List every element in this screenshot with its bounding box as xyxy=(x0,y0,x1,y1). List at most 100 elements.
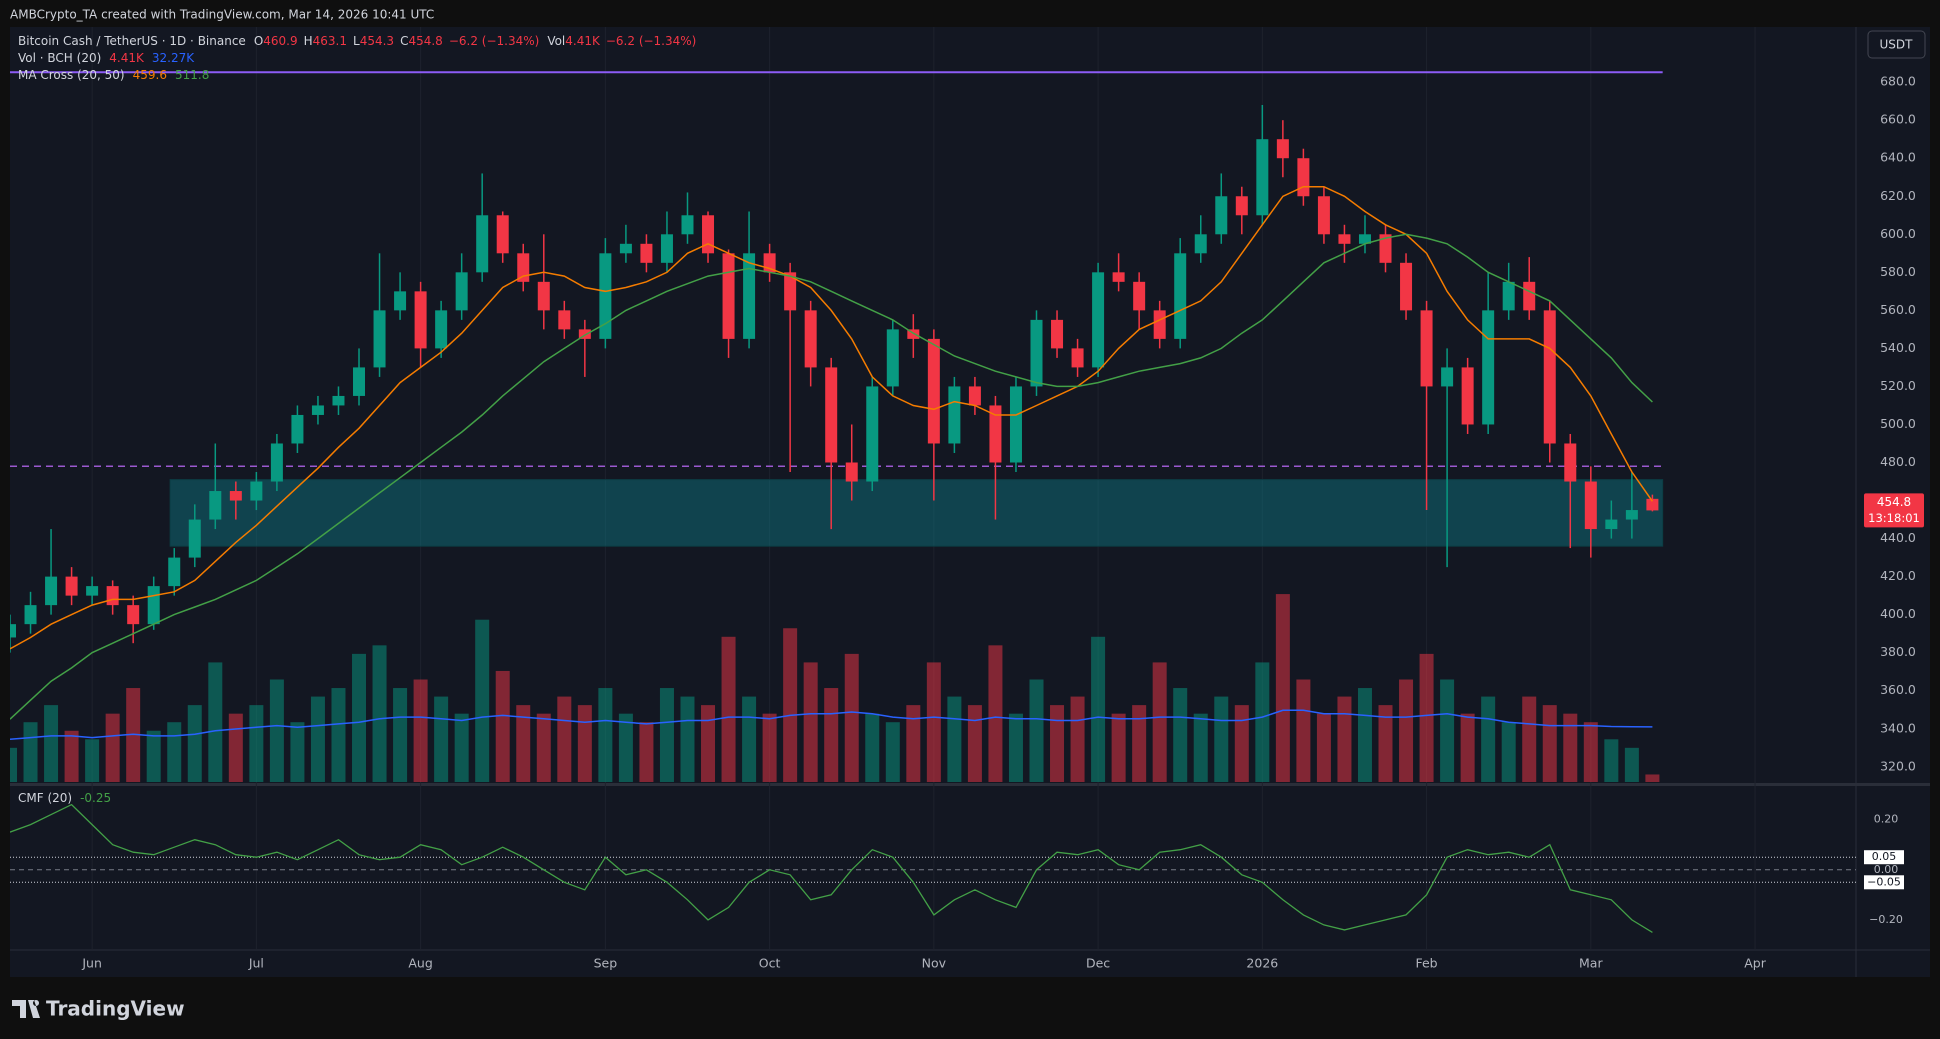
volume-bar xyxy=(475,619,490,782)
candle-body xyxy=(1523,281,1536,311)
y-tick-label: 480.0 xyxy=(1880,454,1916,469)
x-tick-label: Feb xyxy=(1415,956,1437,971)
candle-body xyxy=(1441,367,1454,387)
y-tick-label: 660.0 xyxy=(1880,112,1916,127)
candle-body xyxy=(1646,498,1659,511)
candle-body xyxy=(907,329,920,339)
zone xyxy=(169,479,1664,547)
volume-bar xyxy=(105,713,120,782)
volume-bar xyxy=(1255,662,1270,782)
legend-line: Vol · BCH (20) 4.41K 32.27K xyxy=(18,51,195,65)
candle-body xyxy=(845,462,858,482)
volume-bar xyxy=(516,705,531,782)
legend-item: Vol · BCH (20) xyxy=(18,51,101,65)
currency-box[interactable] xyxy=(1867,30,1926,59)
volume-bar xyxy=(228,713,243,782)
volume-bar xyxy=(1419,653,1434,782)
candle-body xyxy=(1420,310,1433,387)
y-tick-label: 360.0 xyxy=(1880,682,1916,697)
legend-item: 454.8 xyxy=(408,34,442,48)
price-tag-value: 454.8 xyxy=(1877,495,1911,509)
volume-bar xyxy=(1008,713,1023,782)
volume-bar xyxy=(967,705,982,782)
y-tick-label: 400.0 xyxy=(1880,606,1916,621)
candle-body xyxy=(1338,234,1351,244)
candle-body xyxy=(45,576,58,606)
y-tick-label: 340.0 xyxy=(1880,720,1916,735)
volume-bar xyxy=(865,713,880,782)
volume-bar xyxy=(1378,705,1393,782)
candle-body xyxy=(373,310,386,368)
legend-item: 4.41K xyxy=(109,51,145,65)
candle-body xyxy=(1482,310,1495,425)
y-tick-label: 380.0 xyxy=(1880,644,1916,659)
volume-bar xyxy=(1152,662,1167,782)
candle-body xyxy=(1133,281,1146,311)
candle-body xyxy=(1235,196,1248,216)
x-tick-label: Apr xyxy=(1744,956,1766,971)
candle-body xyxy=(311,405,324,415)
volume-bar xyxy=(1091,636,1106,782)
y-tick-label: 640.0 xyxy=(1880,150,1916,165)
volume-bar xyxy=(783,628,798,782)
legend-item: L xyxy=(353,34,360,48)
volume-bar xyxy=(10,747,17,782)
volume-bar xyxy=(434,696,449,782)
candle-body xyxy=(1071,348,1084,368)
candle-body xyxy=(209,491,222,520)
candle-body xyxy=(229,491,242,501)
volume-bar xyxy=(1624,747,1639,782)
volume-bar xyxy=(495,670,510,782)
volume-bar xyxy=(1070,696,1085,782)
volume-bar xyxy=(557,696,572,782)
volume-bar xyxy=(701,705,716,782)
price-pane xyxy=(10,104,1659,720)
x-tick-label: Jun xyxy=(81,956,102,971)
volume-bar xyxy=(844,653,859,782)
candle-body xyxy=(1112,272,1125,282)
candle-body xyxy=(989,405,1002,463)
legend-item: C xyxy=(400,34,408,48)
volume-pane xyxy=(10,594,1660,782)
candle-body xyxy=(1400,262,1413,311)
candle-body xyxy=(660,234,673,263)
candle-body xyxy=(106,586,119,606)
volume-bar xyxy=(1316,713,1331,782)
volume-bar xyxy=(947,696,962,782)
volume-bar xyxy=(372,645,387,782)
legend-item: 463.1 xyxy=(313,34,347,48)
volume-bar xyxy=(1542,705,1557,782)
legend-item: −6.2 (−1.34%) xyxy=(606,34,697,48)
volume-bar xyxy=(85,739,100,782)
candle-body xyxy=(537,281,550,311)
x-tick-label: Nov xyxy=(922,956,947,971)
candle-body xyxy=(414,291,427,349)
volume-bar xyxy=(44,705,59,782)
volume-bar xyxy=(393,688,408,782)
candle-body xyxy=(24,605,37,625)
volume-bar xyxy=(1522,696,1537,782)
volume-bar xyxy=(146,730,161,782)
candle-body xyxy=(1584,481,1597,530)
currency[interactable]: USDT xyxy=(1880,38,1914,52)
volume-bar xyxy=(1296,679,1311,782)
y-tick-label: 600.0 xyxy=(1880,226,1916,241)
candle-body xyxy=(496,215,509,254)
candle-body xyxy=(1543,310,1556,444)
candle-body xyxy=(1215,196,1228,235)
volume-bar xyxy=(824,688,839,782)
volume-bar xyxy=(1050,705,1065,782)
volume-bar xyxy=(1132,705,1147,782)
candle-body xyxy=(188,519,201,558)
x-tick-label: Oct xyxy=(759,956,781,971)
candle-body xyxy=(476,215,489,273)
candle-body xyxy=(599,253,612,339)
cmf-level-box xyxy=(1864,875,1904,890)
candle-body xyxy=(578,329,591,339)
candle-body xyxy=(1502,281,1515,311)
axes: 320.0340.0360.0380.0400.0420.0440.0460.0… xyxy=(81,30,1926,971)
y-tick-label: 520.0 xyxy=(1880,378,1916,393)
x-tick-label: Jul xyxy=(248,956,264,971)
cmf-level-box xyxy=(1864,850,1904,865)
x-tick-label: 2026 xyxy=(1246,956,1278,971)
